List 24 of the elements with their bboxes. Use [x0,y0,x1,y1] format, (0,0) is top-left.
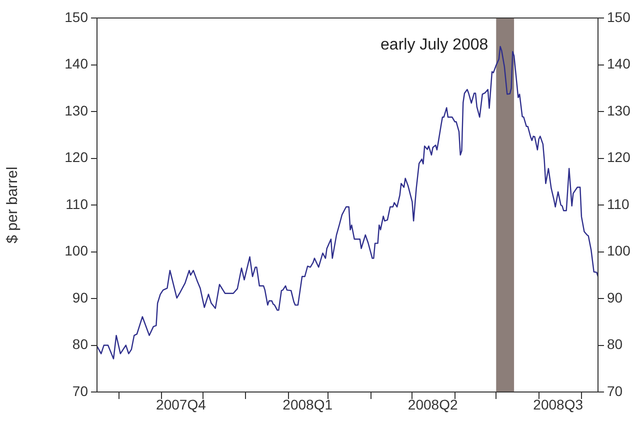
y-tick-label: 100 [64,242,88,259]
band-label: early July 2008 [380,36,488,54]
y2-tick-label: 110 [607,196,630,212]
y2-tick-label: 100 [607,242,631,259]
x-tick-label: 2007Q4 [156,396,206,412]
y2-tick-label: 120 [607,149,631,166]
y-tick-label: 150 [64,8,88,25]
y2-tick-label: 130 [607,102,631,118]
y-tick-label: 70 [72,382,88,399]
y-tick-label: 80 [72,336,88,352]
y2-tick-label: 80 [607,336,623,352]
y2-tick-label: 90 [607,289,623,306]
x-tick-label: 2008Q3 [533,396,584,412]
y2-tick-label: 150 [607,8,631,25]
y-tick-label: 140 [64,56,88,72]
y-tick-label: 90 [72,289,88,306]
y2-tick-label: 140 [607,56,631,72]
y-tick-label: 110 [66,196,88,212]
y-axis-title: $ per barrel [4,166,22,244]
x-tick-label: 2008Q2 [408,396,458,412]
y2-tick-label: 70 [607,382,623,399]
y-tick-label: 120 [64,149,88,166]
x-tick-label: 2008Q1 [282,396,333,412]
y-tick-label: 130 [64,102,88,118]
